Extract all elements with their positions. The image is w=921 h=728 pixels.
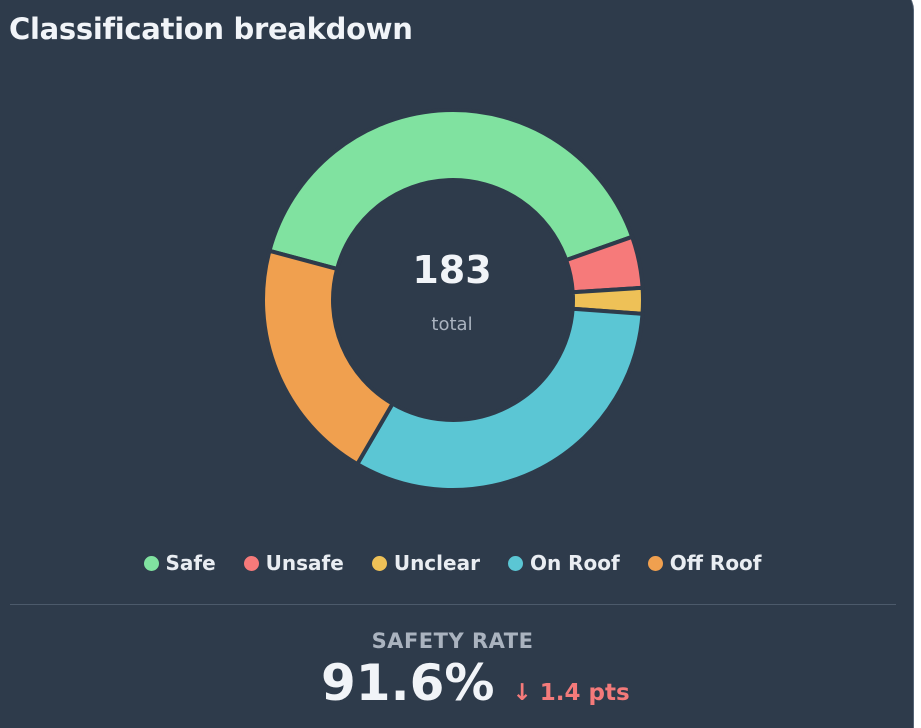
legend-item-off-roof[interactable]: Off Roof — [647, 551, 762, 575]
donut-total-label: total — [431, 314, 473, 335]
safety-rate-value: 91.6% — [321, 654, 495, 712]
legend-dot — [371, 555, 387, 571]
legend-label: On Roof — [529, 551, 620, 575]
legend-label: Off Roof — [669, 551, 762, 575]
safety-rate-delta: ↓ 1.4 pts — [512, 680, 630, 706]
donut-total-value: 183 — [412, 248, 492, 292]
legend-item-unsafe[interactable]: Unsafe — [243, 551, 344, 575]
legend-label: Unclear — [393, 551, 480, 575]
safety-rate-row: 91.6% ↓ 1.4 pts — [321, 654, 630, 712]
section-divider — [10, 604, 896, 605]
safety-rate-label: SAFETY RATE — [371, 629, 534, 653]
donut-slice-on-roof[interactable] — [354, 306, 645, 492]
legend-dot — [647, 555, 663, 571]
legend-item-unclear[interactable]: Unclear — [371, 551, 480, 575]
legend-item-safe[interactable]: Safe — [143, 551, 216, 575]
card-title: Classification breakdown — [9, 12, 413, 46]
donut-slice-off-roof[interactable] — [261, 248, 396, 467]
legend-label: Safe — [165, 551, 216, 575]
donut-slice-safe[interactable] — [267, 108, 635, 272]
legend-item-on-roof[interactable]: On Roof — [507, 551, 620, 575]
legend-dot — [507, 555, 523, 571]
legend-dot — [243, 555, 259, 571]
legend-dot — [143, 555, 159, 571]
legend-label: Unsafe — [265, 551, 344, 575]
chart-legend: Safe Unsafe Unclear On Roof Off Roof — [0, 551, 905, 575]
